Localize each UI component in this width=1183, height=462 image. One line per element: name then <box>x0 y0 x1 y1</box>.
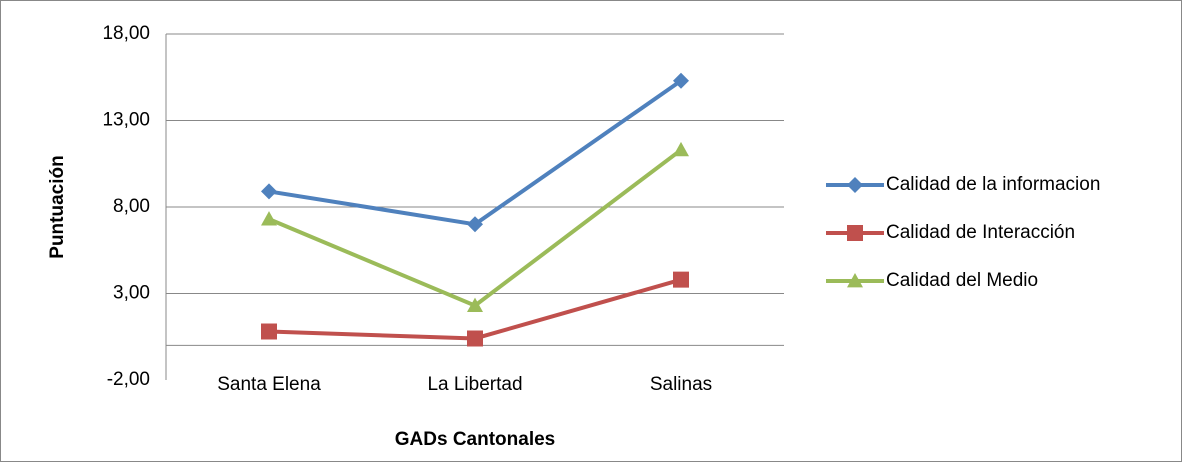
y-tick-label: 13,00 <box>102 110 150 131</box>
legend-label: Calidad del Medio <box>886 270 1038 291</box>
x-axis-label: GADs Cantonales <box>395 429 555 450</box>
x-tick-label: Salinas <box>650 374 712 395</box>
x-tick-label: Santa Elena <box>217 374 321 395</box>
y-tick-label: 8,00 <box>113 196 150 217</box>
marker <box>261 323 277 340</box>
y-axis-label: Puntuación <box>47 155 68 258</box>
legend-marker <box>847 225 863 241</box>
legend-marker <box>847 273 863 288</box>
marker <box>261 211 277 226</box>
marker <box>467 297 483 313</box>
legend-label: Calidad de la informacion <box>886 174 1100 195</box>
legend-marker <box>847 177 863 193</box>
marker <box>673 271 689 288</box>
y-tick-label: 18,00 <box>102 23 150 44</box>
marker <box>467 216 483 233</box>
marker <box>261 183 277 200</box>
marker <box>673 141 689 157</box>
y-tick-label: 3,00 <box>113 283 150 304</box>
legend-label: Calidad de Interacción <box>886 222 1075 243</box>
marker <box>467 330 483 347</box>
y-tick-label: -2,00 <box>107 369 150 390</box>
x-tick-label: La Libertad <box>427 374 522 395</box>
marker <box>673 72 689 89</box>
